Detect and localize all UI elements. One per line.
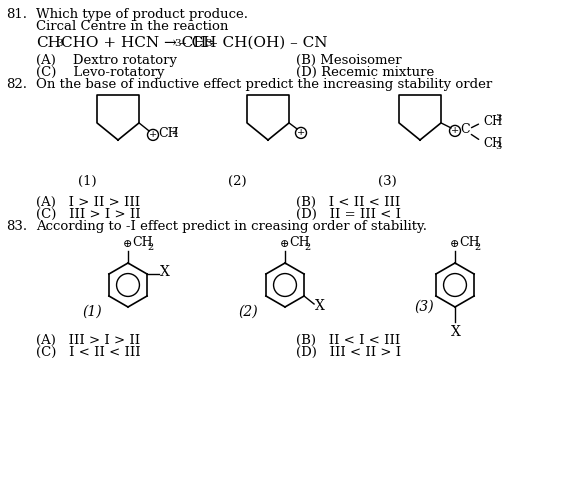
- Text: 83.: 83.: [6, 220, 27, 233]
- Text: C: C: [460, 123, 470, 136]
- Text: ⊕: ⊕: [450, 239, 460, 249]
- Text: Circal Centre in the reaction: Circal Centre in the reaction: [36, 20, 228, 33]
- Text: (A)   III > I > II: (A) III > I > II: [36, 334, 140, 347]
- Text: X: X: [451, 325, 461, 339]
- Text: 3: 3: [174, 39, 181, 49]
- Text: CH: CH: [132, 236, 153, 249]
- Text: CHO + HCN → CH: CHO + HCN → CH: [61, 36, 207, 50]
- Text: 2: 2: [474, 243, 480, 252]
- Text: 2: 2: [171, 127, 177, 136]
- Text: 3: 3: [56, 39, 63, 49]
- Text: (2): (2): [228, 175, 247, 188]
- Text: (B)   II < I < III: (B) II < I < III: [296, 334, 400, 347]
- Text: CH: CH: [158, 127, 179, 140]
- Text: (D)   III < II > I: (D) III < II > I: [296, 346, 401, 359]
- Text: X: X: [160, 265, 170, 279]
- Text: CH: CH: [483, 137, 502, 151]
- Text: ⊕: ⊕: [280, 239, 289, 249]
- Text: On the base of inductive effect predict the increasing stability order: On the base of inductive effect predict …: [36, 78, 492, 91]
- Text: CH: CH: [289, 236, 309, 249]
- Text: (3): (3): [414, 300, 434, 314]
- Text: (A)    Dextro rotatory: (A) Dextro rotatory: [36, 54, 177, 67]
- Text: +: +: [149, 130, 157, 139]
- Text: (D)   II = III < I: (D) II = III < I: [296, 208, 401, 221]
- Text: Which type of product produce.: Which type of product produce.: [36, 8, 248, 21]
- Text: (C)   III > I > II: (C) III > I > II: [36, 208, 141, 221]
- Text: (2): (2): [238, 305, 258, 319]
- Text: (B)   I < II < III: (B) I < II < III: [296, 196, 400, 209]
- Text: ⊕: ⊕: [123, 239, 133, 249]
- Text: +: +: [451, 126, 459, 135]
- Text: According to -I effect predict in creasing order of stability.: According to -I effect predict in creasi…: [36, 220, 427, 233]
- Text: 3: 3: [495, 143, 501, 152]
- Text: 81.: 81.: [6, 8, 27, 21]
- Text: (A)   I > II > III: (A) I > II > III: [36, 196, 140, 209]
- Text: (C)   I < II < III: (C) I < II < III: [36, 346, 141, 359]
- Text: (C)    Levo-rotatory: (C) Levo-rotatory: [36, 66, 164, 79]
- Text: +: +: [297, 128, 305, 137]
- Text: 2: 2: [147, 243, 153, 252]
- Text: 82.: 82.: [6, 78, 27, 91]
- Text: (B) Mesoisomer: (B) Mesoisomer: [296, 54, 402, 67]
- Text: CH: CH: [483, 115, 502, 128]
- Text: – CH(OH) – CN: – CH(OH) – CN: [210, 36, 328, 50]
- Text: CH: CH: [459, 236, 480, 249]
- Text: (1): (1): [82, 305, 102, 319]
- Text: CH: CH: [36, 36, 61, 50]
- Text: – CH: – CH: [179, 36, 217, 50]
- Text: (1): (1): [78, 175, 97, 188]
- Text: X: X: [315, 299, 325, 313]
- Text: (D) Recemic mixture: (D) Recemic mixture: [296, 66, 434, 79]
- Text: 2: 2: [304, 243, 311, 252]
- Text: 3: 3: [495, 114, 501, 123]
- Text: 3: 3: [205, 39, 212, 49]
- Text: (3): (3): [378, 175, 397, 188]
